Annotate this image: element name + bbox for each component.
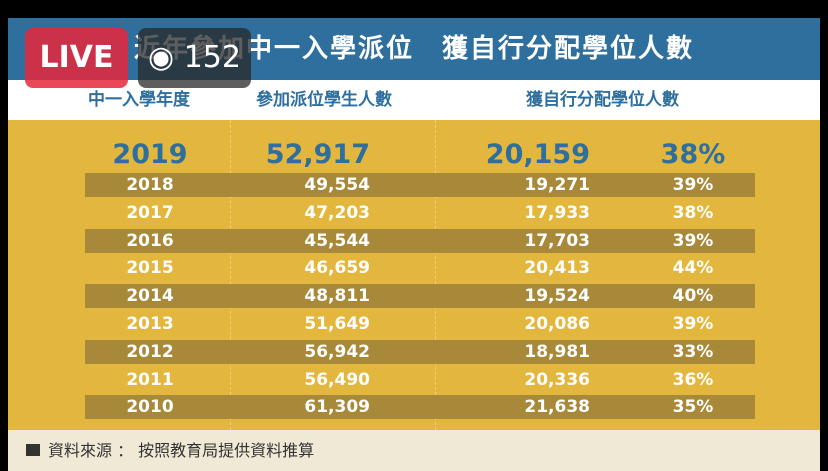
highlight-cell: 2019 [112,139,188,170]
highlight-cell: 52,917 [265,139,370,170]
cell: 2018 [126,175,174,195]
row-band [85,228,755,253]
source: 資料來源 ： 按照教育局提供資料推算 [48,441,315,460]
cell: 56,942 [304,341,370,362]
viewer-count: ◉ 152 [138,28,251,88]
viewers: 152 [183,40,241,75]
live-badge: LIVE [25,28,128,88]
icon [26,444,40,456]
cell: 44% [672,258,714,279]
cell: 20,413 [524,258,590,279]
column-header: 參加派位學生人數 [256,90,392,110]
cell: 47,203 [304,202,370,223]
cell: 61,309 [304,397,370,418]
cell: 2011 [126,369,174,390]
divider [435,120,436,430]
highlight-cell: 38% [660,139,726,170]
row-band [85,395,755,420]
column-header: 獲自行分配學位人數 [526,90,679,110]
cell: 48,811 [304,286,370,307]
cell: 2017 [126,202,174,223]
cell: 17,703 [524,230,590,251]
highlight-cell: 20,159 [485,139,590,170]
cell: 18,981 [524,341,590,362]
cell: 2012 [126,341,174,362]
cell: 35% [672,397,714,418]
cell: 39% [672,230,714,251]
header-row: 中一入學年度 參加派位學生人數 獲自行分配學位人數 [8,80,820,120]
cell: 38% [672,202,714,223]
cell: 2010 [126,397,174,418]
divider [230,120,231,430]
row-band [85,173,755,197]
cell: 2016 [126,230,174,251]
cell: 2014 [126,286,174,307]
cell: 19,271 [524,175,590,195]
cell: 39% [672,314,714,334]
column-header: 中一入學年度 [88,90,190,110]
cell: 17,933 [524,202,590,223]
cell: 39% [672,175,714,195]
cell: 45,544 [304,230,370,251]
footer: 資料來源 ： 按照教育局提供資料推算 [8,430,820,471]
row-band [85,284,755,309]
cell: 36% [672,369,714,390]
cell: 40% [672,286,714,307]
cell: 46,659 [304,258,370,279]
title: 近年參加中一入學派位 獲自行分配學位人數 [8,18,820,80]
cell: 20,336 [524,369,590,390]
cell: 49,554 [304,175,370,195]
cell: 20,086 [524,314,590,334]
row-band [85,339,755,364]
cell: 2015 [126,258,174,279]
cell: 19,524 [524,286,590,307]
cell: 2013 [126,314,174,334]
cell: 51,649 [304,314,370,334]
cell: 33% [672,341,714,362]
table-body: 2019 52,917 20,159 38% 2018 49,554 19,271 39% 20… [8,120,820,430]
cell: 21,638 [524,397,590,418]
cell: 56,490 [304,369,370,390]
